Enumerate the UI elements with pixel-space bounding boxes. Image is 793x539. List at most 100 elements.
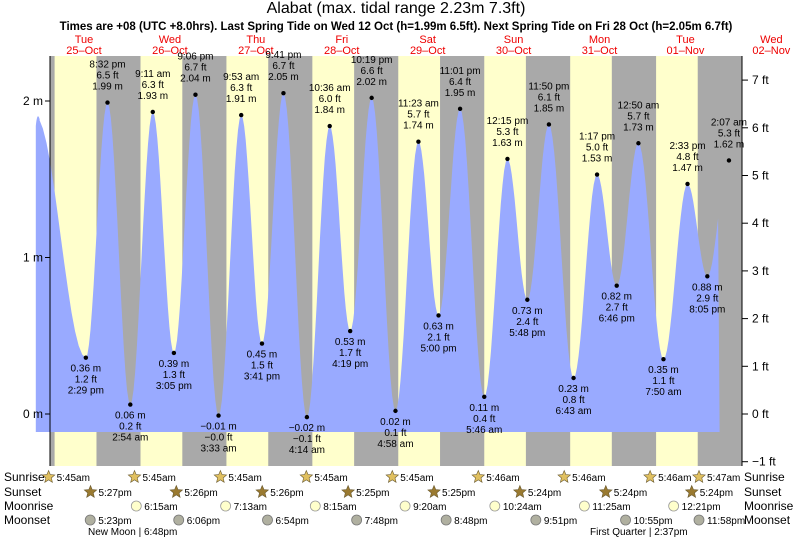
extremum-time: 5:46 am	[466, 425, 502, 436]
row-label-left: Sunset	[4, 485, 42, 499]
extremum-ft: 6.6 ft	[361, 66, 383, 77]
extremum-m: 1.93 m	[137, 91, 168, 102]
moonrise-icon	[489, 500, 501, 512]
date-label: 31–Oct	[582, 45, 617, 57]
extremum-ft: 0.1 ft	[384, 428, 406, 439]
extremum-dot	[546, 122, 552, 127]
extremum-m: 0.73 m	[512, 306, 543, 317]
extremum-dot	[259, 341, 265, 346]
extrema-labels: 0.36 m1.2 ft2:29 pm 8:32 pm6.5 ft1.99 m 0.…	[68, 50, 747, 456]
sunrise-time: 5:45am	[57, 473, 90, 484]
right-tick-label: 7 ft	[752, 73, 769, 87]
left-tick-label: 2 m	[23, 94, 43, 108]
extremum-ft: 1.2 ft	[75, 375, 97, 386]
extremum-time: 11:23 am	[398, 99, 439, 110]
tide-curve	[35, 93, 720, 432]
day-label: Sun	[504, 34, 524, 46]
row-label-right: Moonrise	[744, 499, 793, 513]
extremum-dot	[347, 328, 353, 334]
extremum-m: 1.99 m	[92, 82, 123, 93]
extremum-m: −0.02 m	[289, 423, 325, 434]
extremum-time: 2:07 am	[711, 117, 747, 128]
day-label: Sat	[419, 34, 436, 46]
sunrise-icon	[213, 469, 228, 483]
extremum-ft: −0.0 ft	[205, 433, 233, 444]
extremum-ft: 2.7 ft	[606, 303, 628, 314]
extremum-ft: 2.1 ft	[427, 332, 449, 343]
extremum-m: 2.05 m	[268, 72, 299, 83]
extremum-time: 4:58 am	[377, 439, 413, 450]
moonrise-icon	[399, 500, 411, 512]
extremum-dot	[83, 355, 89, 360]
moonrise-time: 11:25am	[592, 502, 630, 513]
left-tick-label: 0 m	[23, 407, 43, 421]
sunset-time: 5:25pm	[442, 488, 475, 499]
sunrise-icon	[471, 469, 486, 483]
extremum-time: 8:32 pm	[89, 60, 125, 71]
row-label-right: Moonset	[744, 513, 791, 527]
night-band-edge	[735, 56, 742, 466]
extremum-dot	[416, 139, 421, 144]
day-label: Tue	[676, 34, 695, 46]
extremum-dot	[281, 90, 286, 96]
moonrise-time: 7:13am	[234, 502, 267, 513]
extremum-ft: 0.2 ft	[119, 422, 141, 433]
row-label-right: Sunset	[744, 485, 782, 499]
chart-title: Alabat (max. tidal range 2.23m 7.3ft)	[267, 0, 526, 17]
moonset-time: 7:48pm	[365, 516, 398, 527]
extremum-dot	[304, 414, 310, 420]
extremum-time: 9:53 am	[223, 72, 259, 83]
day-label: Wed	[760, 34, 782, 46]
extremum-m: 0.63 m	[423, 321, 454, 332]
sunset-icon	[169, 484, 184, 498]
extremum-dot	[128, 402, 133, 407]
extremum-time: 9:06 pm	[177, 52, 213, 63]
extremum-m: 1.84 m	[314, 105, 345, 116]
extremum-time: 4:19 pm	[332, 359, 368, 370]
extremum-m: 0.88 m	[692, 282, 723, 293]
extremum-dot	[150, 109, 155, 115]
sunrise-time: 5:46am	[572, 473, 605, 484]
extremum-m: 0.35 m	[648, 365, 679, 376]
day-label: Thu	[246, 34, 265, 46]
extremum-ft: 1.1 ft	[652, 376, 674, 387]
extremum-ft: 5.3 ft	[496, 127, 518, 138]
right-tick-label: 5 ft	[752, 168, 769, 182]
moonrise-time: 10:24am	[503, 502, 542, 513]
extremum-m: 0.45 m	[247, 350, 278, 361]
extremum-ft: 5.0 ft	[586, 143, 608, 154]
extremum-m: 0.11 m	[469, 403, 499, 414]
extremum-time: 3:05 pm	[156, 381, 192, 392]
extremum-ft: 6.5 ft	[96, 71, 118, 82]
extremum-m: −0.01 m	[200, 422, 236, 433]
moonset-time: 6:54pm	[276, 516, 309, 527]
extremum-dot	[369, 95, 374, 101]
extremum-dot	[614, 283, 619, 288]
right-tick-label: −1 ft	[752, 455, 776, 469]
moonset-time: 5:23pm	[98, 516, 131, 527]
extremum-m: 1.95 m	[445, 88, 476, 99]
moonrise-icon	[579, 500, 590, 512]
date-label: 29–Oct	[410, 45, 445, 57]
left-tick-label: 1 m	[23, 251, 43, 265]
moonset-icon	[693, 514, 705, 526]
extremum-dot	[726, 158, 732, 163]
extremum-m: 2.04 m	[180, 74, 211, 85]
extremum-ft: 5.7 ft	[627, 111, 649, 122]
extremum-m: 1.85 m	[534, 103, 565, 114]
extremum-time: 5:48 pm	[509, 328, 545, 339]
extremum-dot	[661, 357, 666, 362]
date-label: 25–Oct	[66, 45, 101, 57]
extremum-m: 2.02 m	[356, 77, 387, 88]
sunset-icon	[512, 484, 527, 498]
chart-subtitle: Times are +08 (UTC +8.0hrs). Last Spring…	[60, 21, 733, 33]
sunset-icon	[598, 484, 613, 498]
astro-rows: Sunrise Sunrise 5:45am 5:45am 5:45am 5:45am 5:…	[4, 469, 793, 538]
sunrise-icon	[127, 469, 142, 483]
moonrise-icon	[220, 500, 232, 512]
moonrise-icon	[668, 500, 680, 512]
extremum-m: 0.36 m	[71, 364, 102, 375]
extremum-ft: 6.0 ft	[319, 94, 341, 105]
date-label: 30–Oct	[496, 45, 531, 57]
row-label-right: Sunrise	[744, 470, 785, 484]
